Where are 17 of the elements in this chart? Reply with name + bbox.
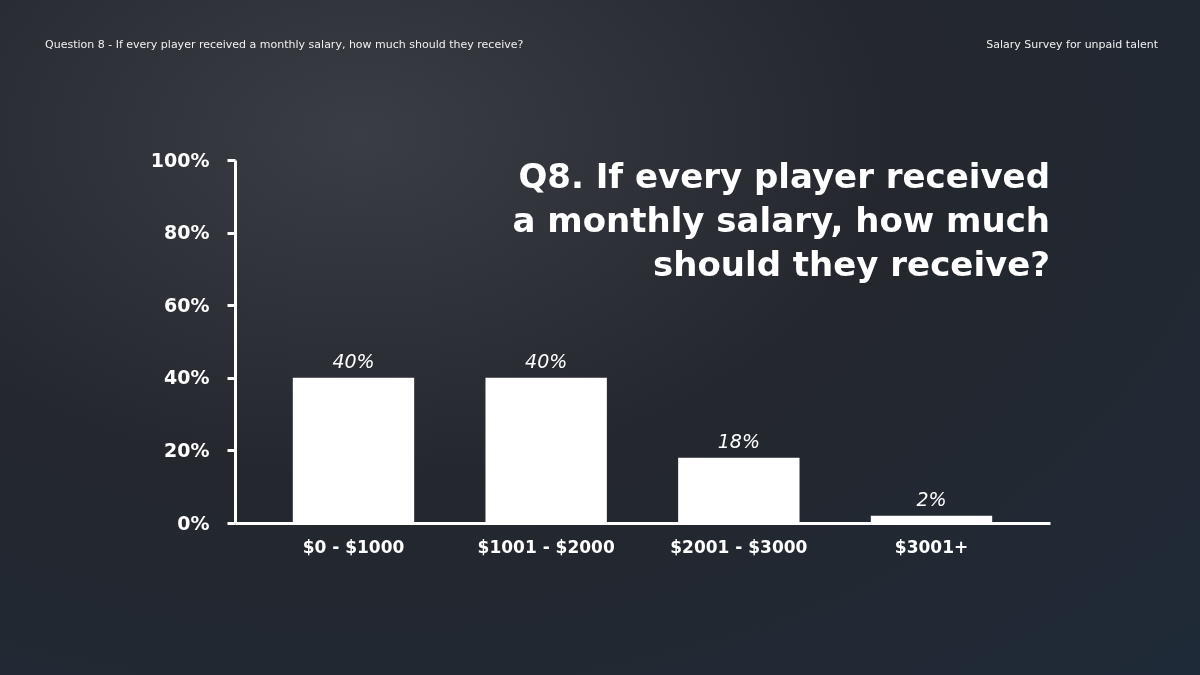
y-tick-label: 20% xyxy=(164,438,210,461)
text: Salary Survey for unpaid talent xyxy=(986,38,1158,51)
data-label: 18% xyxy=(717,429,760,452)
y-tick-label: 100% xyxy=(150,148,210,171)
data-label: 2% xyxy=(916,487,947,510)
x-tick-label: $3001+ xyxy=(894,536,969,557)
data-label: 40% xyxy=(332,349,375,372)
y-tick-label: 0% xyxy=(177,511,210,534)
y-tick-label: 60% xyxy=(164,293,210,316)
y-tick-label: 40% xyxy=(164,366,210,389)
x-tick-label: $1001 - $2000 xyxy=(477,536,615,557)
data-label: 40% xyxy=(525,349,568,372)
text: Question 8 - If every player received a monthly salary, how much should they receive? xyxy=(45,38,524,51)
text: Q8. If every player received a monthly salary, how much should they receive? xyxy=(512,156,1050,284)
x-tick-label: $0 - $1000 xyxy=(302,536,405,557)
y-tick-label: 80% xyxy=(164,221,210,244)
x-tick-label: $2001 - $3000 xyxy=(670,536,808,557)
